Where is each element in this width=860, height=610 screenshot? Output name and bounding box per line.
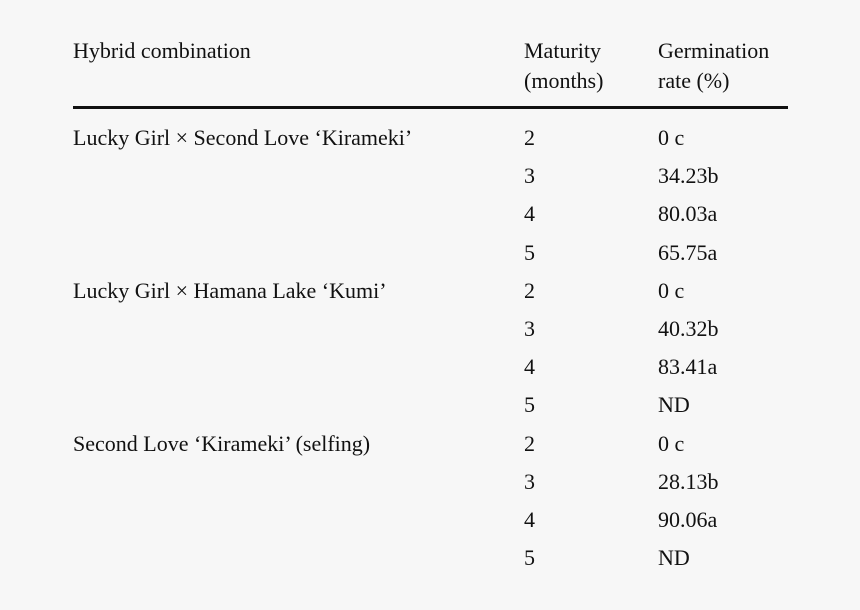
- cell-germination: 65.75a: [658, 239, 718, 265]
- table-row: 4 80.03a: [73, 197, 788, 235]
- table-row: 5 65.75a: [73, 236, 788, 274]
- table-row: 5 ND: [73, 388, 788, 426]
- cell-germination: 28.13b: [658, 468, 719, 494]
- header-germination-line1: Germination: [658, 38, 770, 63]
- header-maturity-line1: Maturity: [524, 38, 601, 63]
- germination-table: Hybrid combination Maturity (months) Ger…: [73, 34, 788, 579]
- table-header: Hybrid combination Maturity (months) Ger…: [73, 34, 788, 109]
- header-maturity: Maturity (months): [524, 36, 603, 96]
- cell-maturity: 3: [524, 468, 535, 494]
- header-germination-rate: Germination rate (%): [658, 36, 769, 96]
- cell-maturity: 5: [524, 392, 535, 418]
- table-body: Lucky Girl × Second Love ‘Kirameki’ 2 0 …: [73, 121, 788, 579]
- cell-hybrid: Second Love ‘Kirameki’ (selfing): [73, 430, 371, 456]
- cell-maturity: 2: [524, 277, 535, 303]
- cell-maturity: 4: [524, 354, 535, 380]
- cell-germination: 90.06a: [658, 506, 718, 532]
- cell-germination: 83.41a: [658, 354, 718, 380]
- header-hybrid-combination: Hybrid combination: [73, 36, 251, 66]
- cell-germination: 34.23b: [658, 163, 719, 189]
- table-row: 4 83.41a: [73, 350, 788, 388]
- cell-maturity: 5: [524, 545, 535, 571]
- table-row: 4 90.06a: [73, 503, 788, 541]
- table-row: Lucky Girl × Second Love ‘Kirameki’ 2 0 …: [73, 121, 788, 159]
- cell-germination: 40.32b: [658, 315, 719, 341]
- header-germination-line2: rate (%): [658, 68, 730, 93]
- table-row: 3 28.13b: [73, 465, 788, 503]
- table-row: Lucky Girl × Hamana Lake ‘Kumi’ 2 0 c: [73, 274, 788, 312]
- cell-hybrid: Lucky Girl × Second Love ‘Kirameki’: [73, 125, 413, 150]
- header-hybrid-label: Hybrid combination: [73, 38, 251, 63]
- cell-germination: 0 c: [658, 125, 685, 150]
- table-row: 5 ND: [73, 541, 788, 579]
- cell-maturity: 2: [524, 430, 535, 456]
- cell-maturity: 3: [524, 163, 535, 189]
- cell-maturity: 3: [524, 315, 535, 341]
- cell-maturity: 2: [524, 125, 535, 150]
- cell-maturity: 4: [524, 506, 535, 532]
- cell-maturity: 4: [524, 201, 535, 227]
- cell-maturity: 5: [524, 239, 535, 265]
- cell-germination: ND: [658, 545, 690, 571]
- cell-hybrid: Lucky Girl × Hamana Lake ‘Kumi’: [73, 277, 387, 303]
- table-row: 3 34.23b: [73, 159, 788, 197]
- cell-germination: 0 c: [658, 430, 685, 456]
- table-row: Second Love ‘Kirameki’ (selfing) 2 0 c: [73, 427, 788, 465]
- header-maturity-line2: (months): [524, 68, 604, 93]
- cell-germination: 80.03a: [658, 201, 718, 227]
- cell-germination: 0 c: [658, 277, 685, 303]
- cell-germination: ND: [658, 392, 690, 418]
- table-row: 3 40.32b: [73, 312, 788, 350]
